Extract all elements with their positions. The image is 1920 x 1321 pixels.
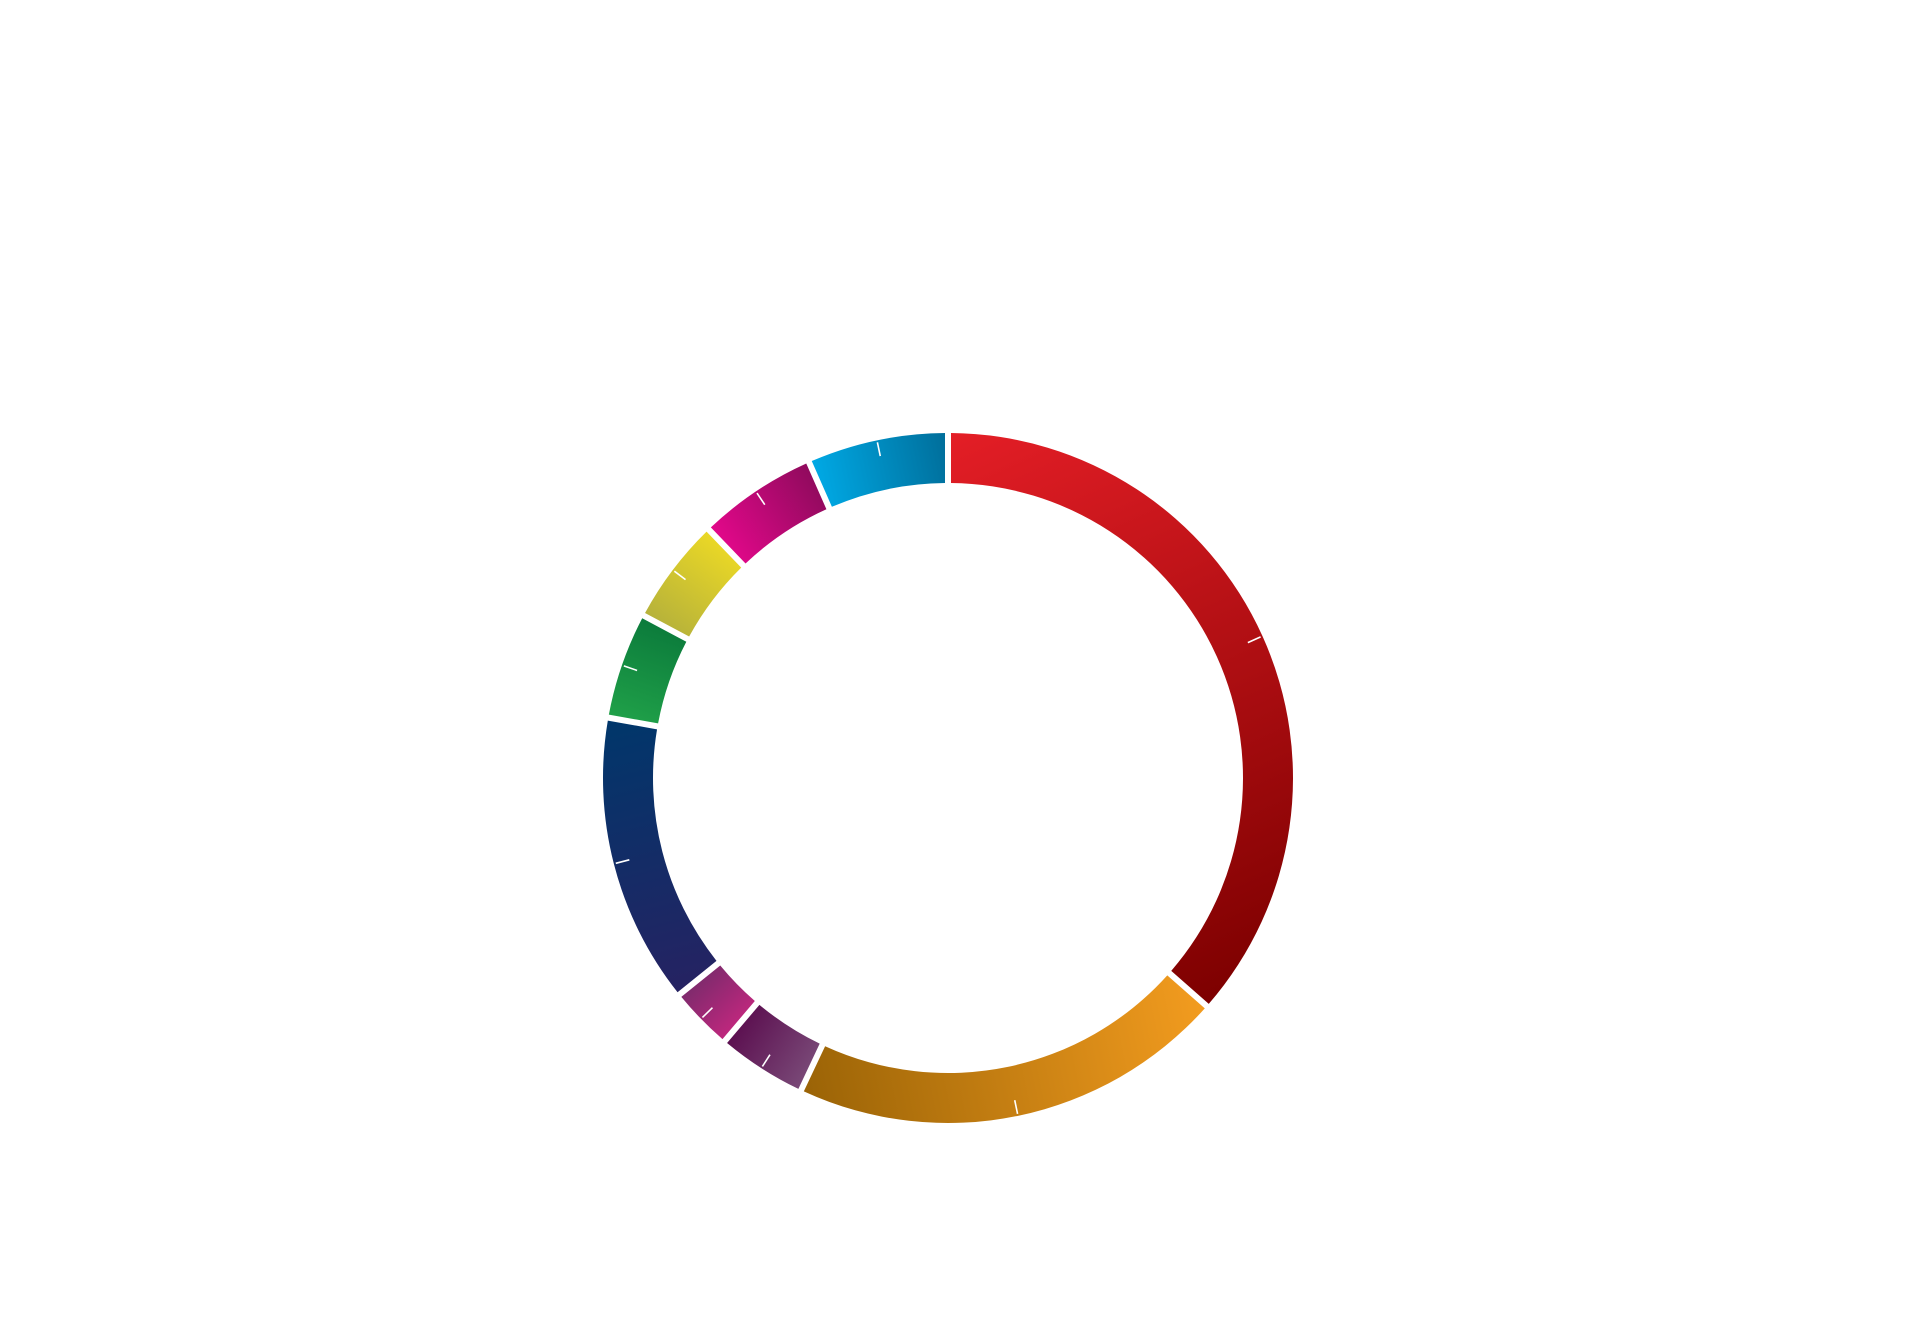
- slice-tick-8: [756, 492, 766, 506]
- slice-tick-3: [761, 1054, 771, 1067]
- donut-slice-2[interactable]: [803, 975, 1205, 1123]
- donut-slice-3[interactable]: [727, 1004, 820, 1089]
- slice-tick-5: [615, 859, 630, 865]
- slice-tick-9: [876, 442, 882, 457]
- slice-tick-4: [701, 1007, 714, 1019]
- ticks-layer: [615, 442, 1261, 1115]
- donut-slice-4[interactable]: [681, 965, 755, 1040]
- donut-slice-5[interactable]: [603, 720, 717, 993]
- slice-tick-7: [673, 570, 687, 581]
- slice-tick-6: [623, 665, 638, 672]
- donut-slice-7[interactable]: [645, 531, 742, 637]
- donut-slice-1[interactable]: [950, 433, 1294, 1004]
- slices-layer: [603, 433, 1294, 1123]
- slice-tick-1: [1247, 636, 1261, 644]
- donut-slice-8[interactable]: [710, 463, 827, 564]
- donut-slice-9[interactable]: [811, 433, 946, 507]
- donut-slice-6[interactable]: [608, 618, 687, 724]
- slice-tick-2: [1013, 1100, 1019, 1115]
